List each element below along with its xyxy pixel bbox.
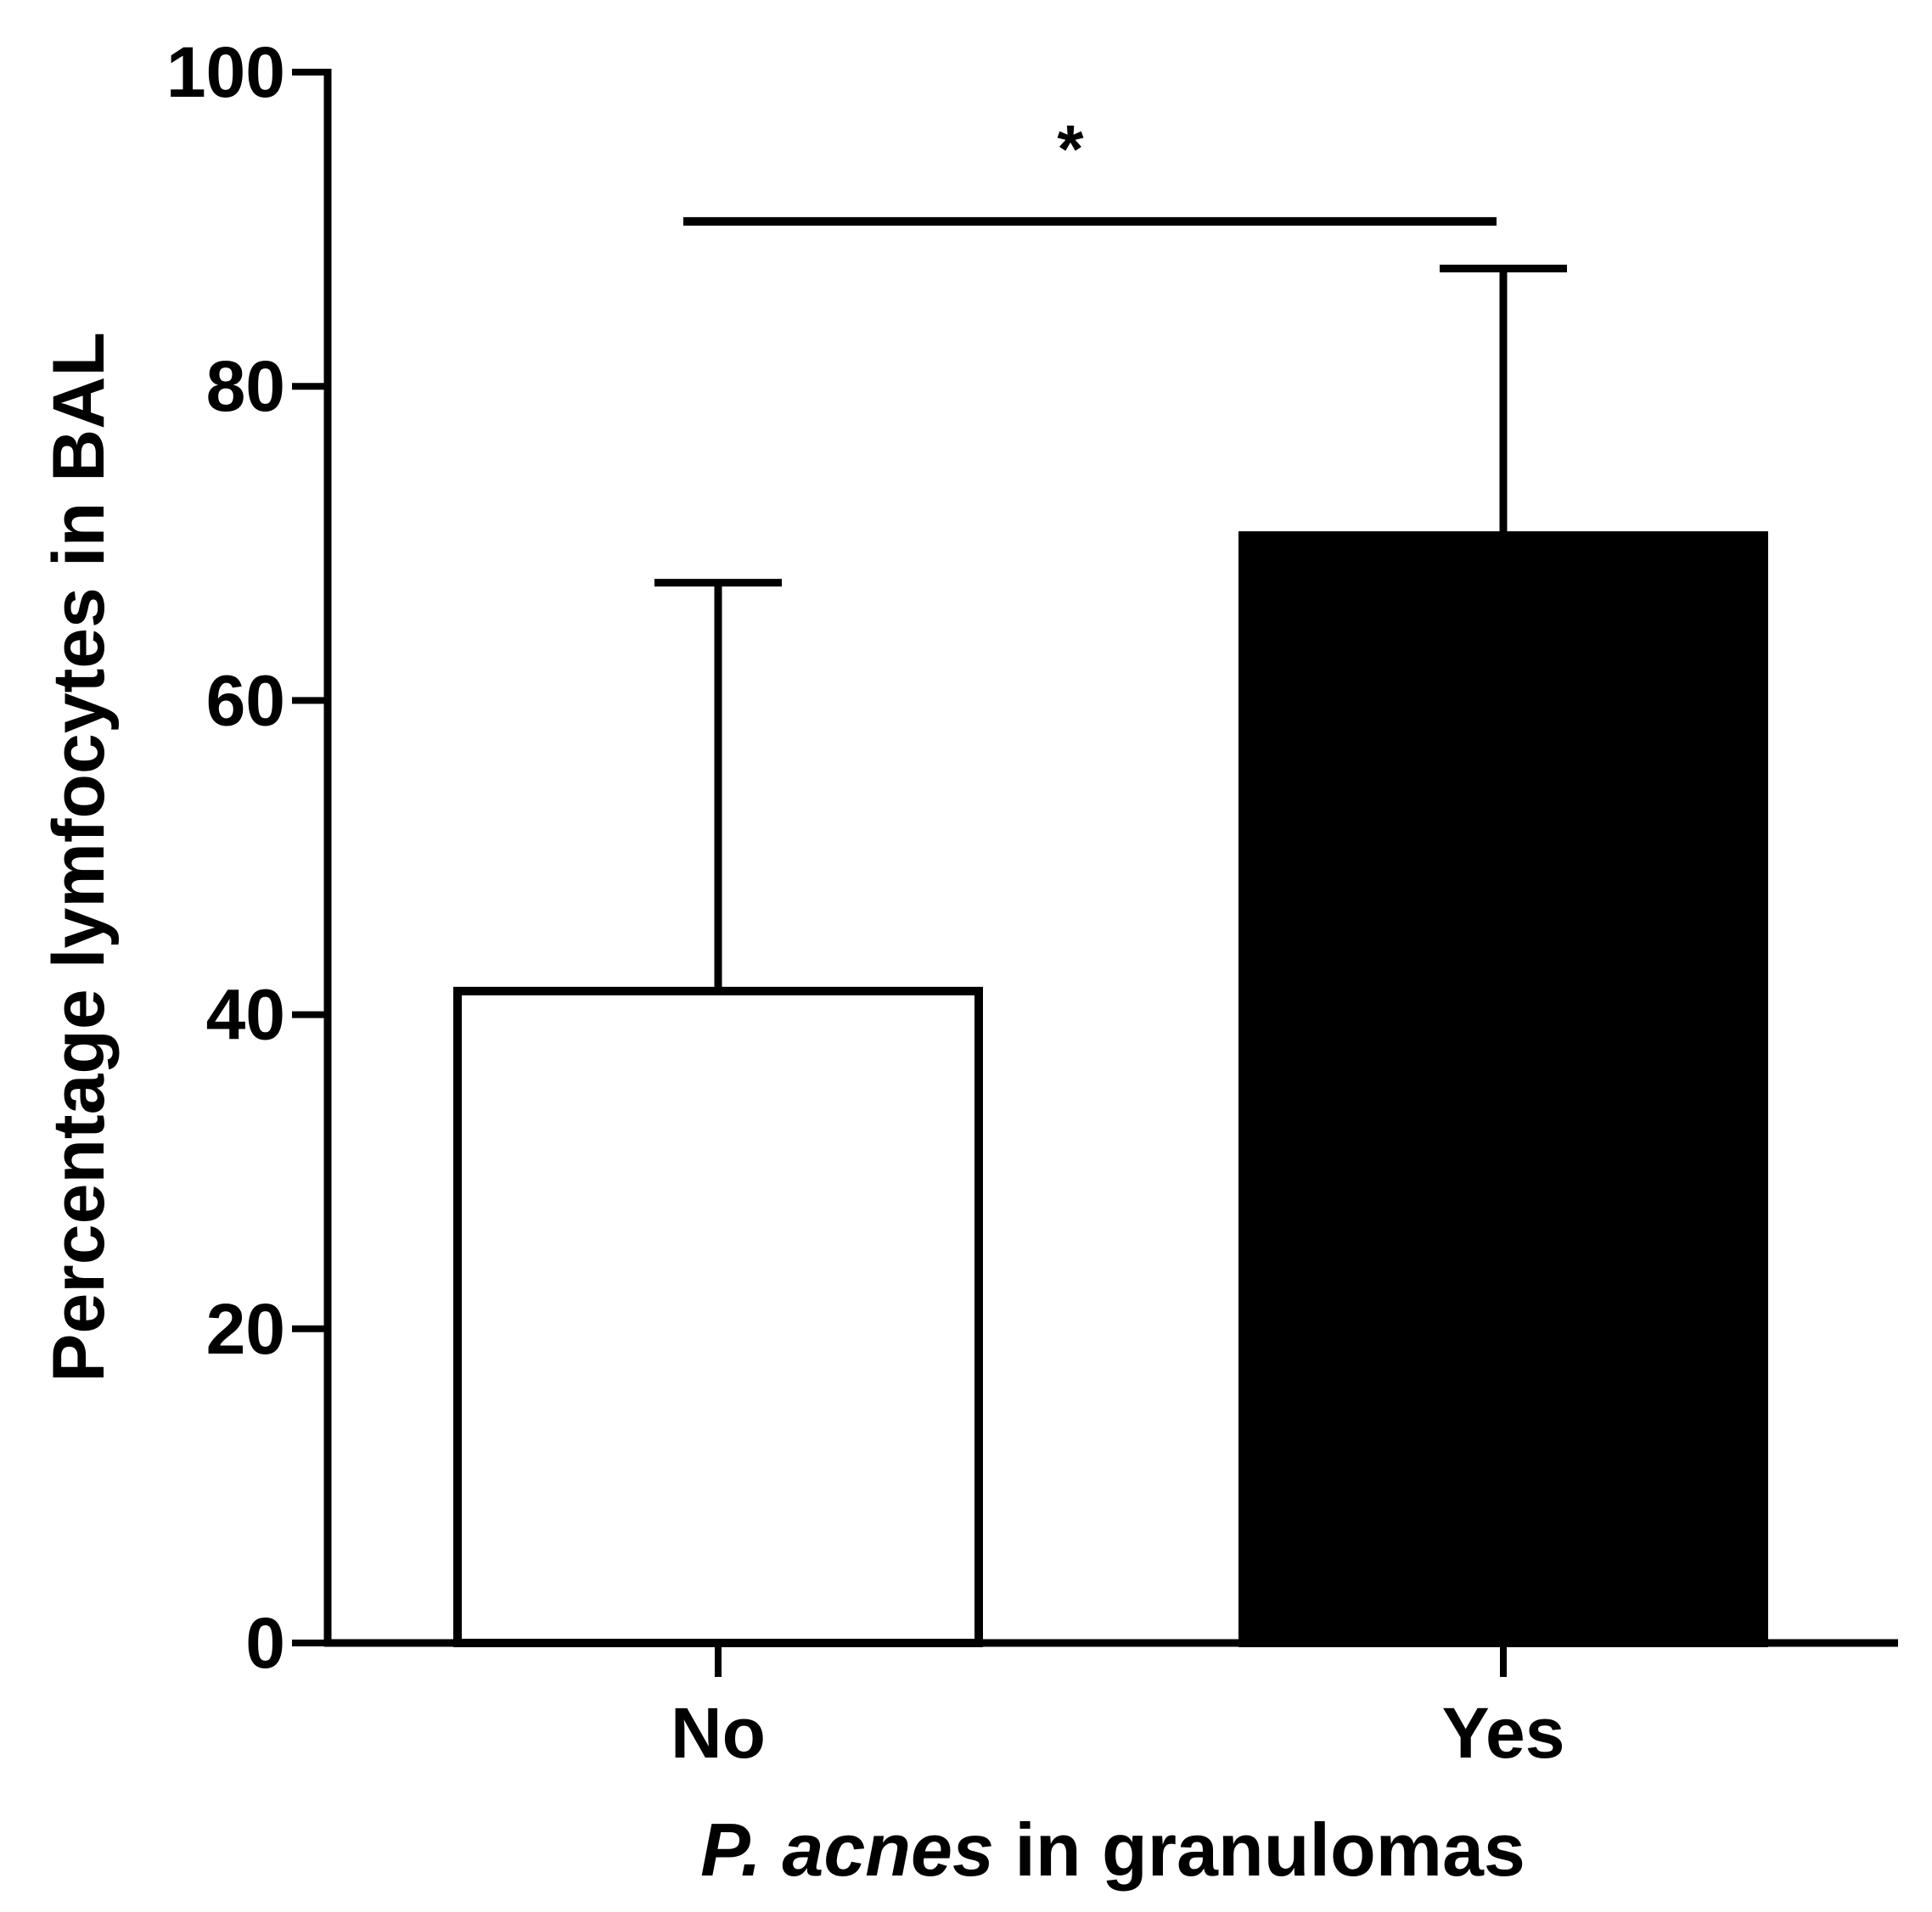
x-tick-label-yes: Yes	[1442, 1693, 1565, 1773]
significance-marker: *	[1057, 111, 1084, 187]
y-tick-label-60: 60	[206, 660, 285, 740]
x-tick-label-no: No	[671, 1693, 766, 1773]
x-axis-label: P. acnes in granulomas	[700, 1808, 1525, 1892]
bar-yes	[1238, 531, 1768, 1647]
y-tick-label-0: 0	[245, 1603, 285, 1683]
x-axis-label-rest: in granulomas	[994, 1808, 1525, 1892]
labels-layer: No Yes 0 20 40 60 80 100 Percentage lymfocytes i…	[38, 32, 1564, 1892]
error-bars-layer	[654, 264, 1567, 991]
significance-layer: *	[683, 111, 1497, 226]
bars-layer	[453, 531, 1768, 1647]
axes-layer	[292, 69, 1898, 1677]
y-tick-label-80: 80	[206, 346, 285, 426]
y-tick-label-40: 40	[206, 975, 285, 1055]
bar-no	[453, 986, 983, 1647]
y-tick-label-20: 20	[206, 1289, 285, 1369]
y-tick-label-100: 100	[166, 32, 285, 112]
x-axis-label-italic: P. acnes	[700, 1808, 994, 1892]
y-axis-label: Percentage lymfocytes in BAL	[38, 332, 120, 1382]
